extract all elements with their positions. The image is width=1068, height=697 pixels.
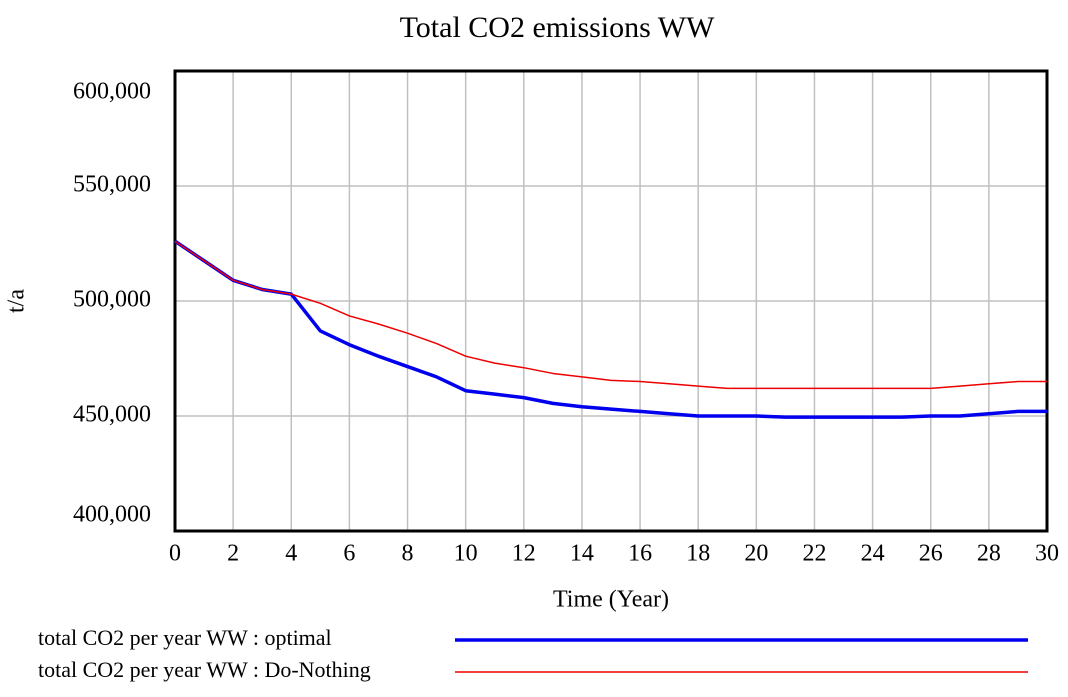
x-tick-label: 10 (454, 541, 478, 567)
y-axis-label: t/a (4, 289, 30, 313)
x-tick-label: 2 (227, 541, 239, 567)
series-line (174, 239, 1047, 419)
x-tick-label: 0 (169, 541, 181, 567)
x-tick-label: 22 (802, 541, 826, 567)
y-tick-label: 550,000 (73, 172, 151, 198)
x-tick-label: 28 (977, 541, 1001, 567)
y-tick-label: 450,000 (73, 402, 151, 428)
y-tick-label: 400,000 (73, 502, 151, 528)
x-tick-label: 26 (919, 541, 943, 567)
x-tick-label: 24 (861, 541, 885, 567)
y-tick-label: 600,000 (73, 79, 151, 105)
y-tick-label: 500,000 (73, 287, 151, 313)
x-tick-label: 20 (744, 541, 768, 567)
legend-label: total CO2 per year WW : optimal (38, 625, 332, 650)
plot-frame (173, 69, 1049, 533)
x-tick-label: 18 (686, 541, 710, 567)
x-tick-label: 30 (1035, 541, 1059, 567)
x-tick-label: 12 (512, 541, 536, 567)
x-tick-label: 4 (285, 541, 297, 567)
x-tick-label: 16 (628, 541, 652, 567)
chart-title: Total CO2 emissions WW (400, 11, 716, 44)
x-tick-label: 6 (343, 541, 355, 567)
series-line (174, 240, 1047, 390)
x-tick-label: 14 (570, 541, 594, 567)
x-axis-label: Time (Year) (553, 587, 669, 613)
legend-label: total CO2 per year WW : Do-Nothing (38, 657, 371, 682)
x-tick-label: 8 (402, 541, 414, 567)
